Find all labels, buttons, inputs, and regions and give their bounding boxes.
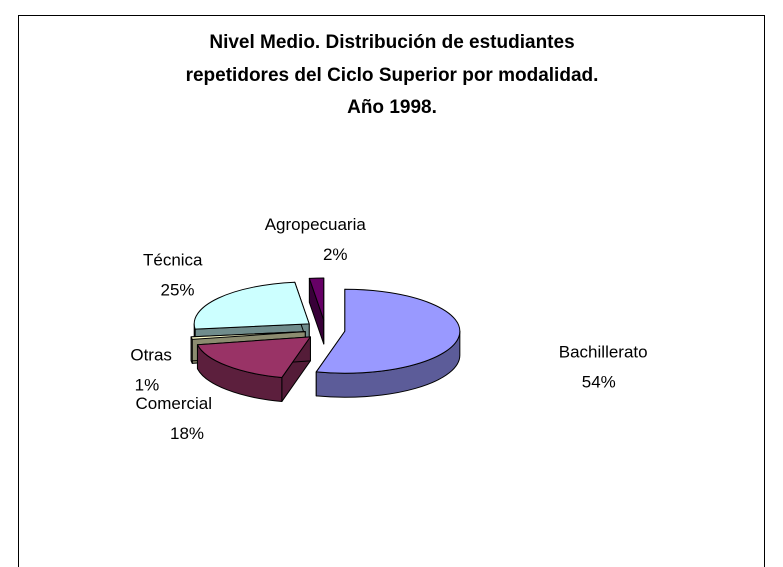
data-label-value: 25% bbox=[161, 281, 195, 300]
data-label-name: Bachillerato bbox=[559, 343, 648, 362]
pie-slice bbox=[308, 277, 325, 345]
chart-title: Año 1998. bbox=[347, 97, 437, 118]
data-label-value: 1% bbox=[135, 375, 160, 394]
data-label-name: Otras bbox=[130, 345, 172, 364]
slice-top bbox=[193, 281, 310, 330]
slice-top bbox=[190, 331, 306, 340]
data-label-name: Comercial bbox=[135, 394, 212, 413]
pie-slice bbox=[196, 336, 311, 403]
chart-frame bbox=[18, 15, 765, 567]
chart-title: Nivel Medio. Distribución de estudiantes bbox=[209, 32, 574, 53]
data-label-value: 2% bbox=[323, 245, 348, 264]
data-label-name: Técnica bbox=[143, 251, 203, 270]
pie-slice bbox=[315, 288, 461, 398]
data-label-name: Agropecuaria bbox=[265, 215, 367, 234]
data-label-value: 54% bbox=[582, 373, 616, 392]
slice-rim bbox=[190, 336, 193, 364]
chart-title: repetidores del Ciclo Superior por modal… bbox=[186, 65, 599, 86]
slice-top bbox=[196, 336, 311, 379]
slice-top bbox=[315, 288, 461, 374]
slice-top bbox=[308, 277, 325, 321]
data-label-value: 18% bbox=[170, 424, 204, 443]
